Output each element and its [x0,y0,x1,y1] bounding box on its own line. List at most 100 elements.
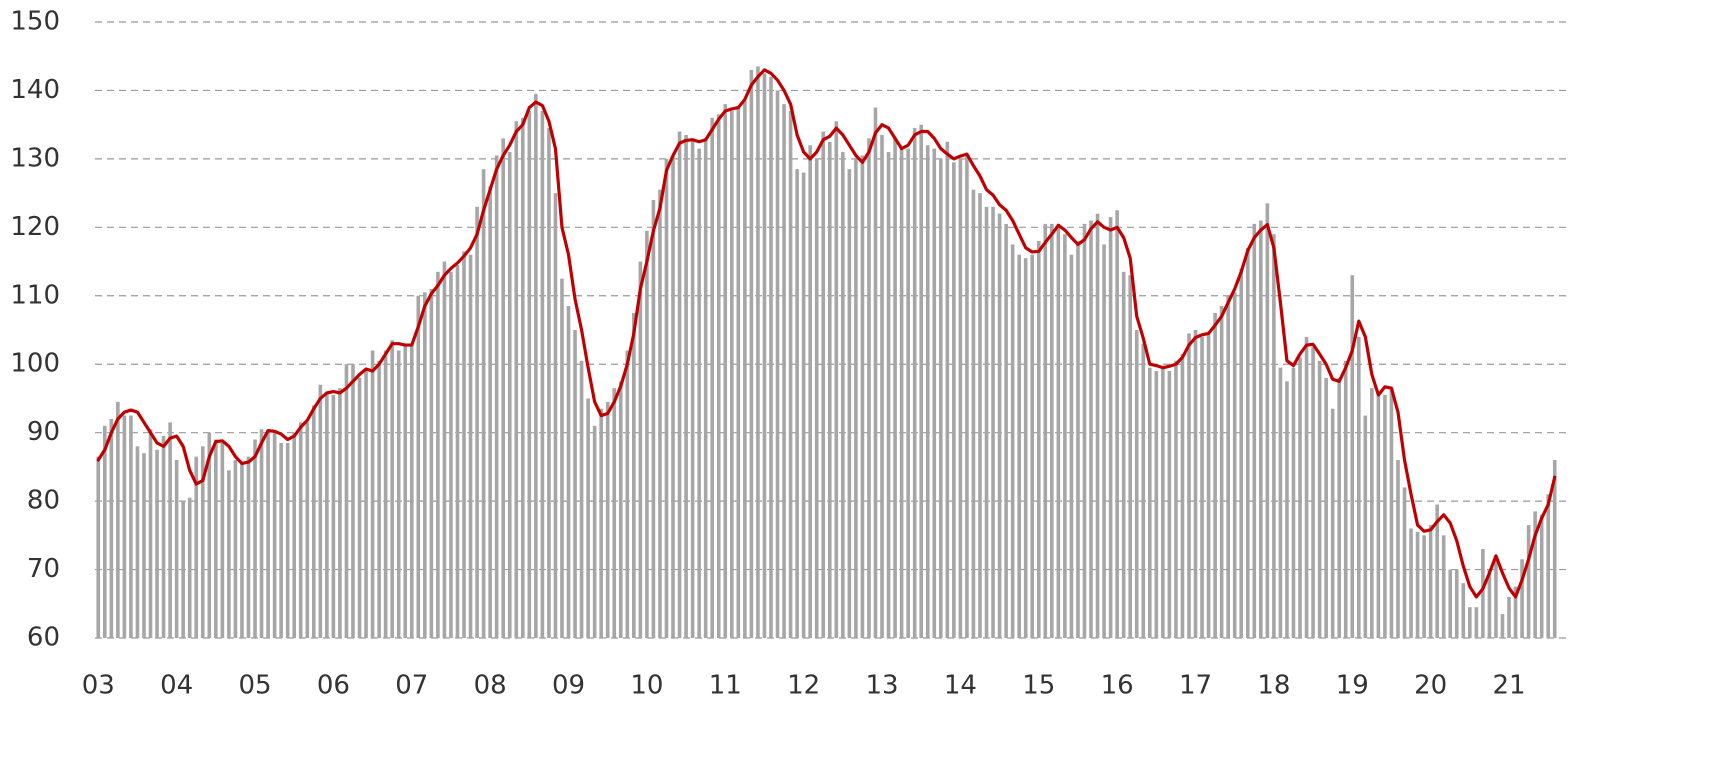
bar [1383,395,1387,638]
bar [958,158,963,638]
bar [1513,586,1518,638]
bar [938,158,943,638]
bar [912,128,917,639]
y-tick-label: 140 [10,75,60,105]
bar [814,158,819,638]
bar [181,501,185,638]
bar [671,155,675,638]
bar [1095,213,1100,638]
bar [729,110,734,638]
bar [266,429,270,638]
bar [651,199,656,638]
bar [599,408,603,638]
bar [1023,258,1028,638]
bar [227,470,231,638]
bar [233,460,238,638]
bar [468,254,473,638]
bar [214,439,218,638]
bar [978,193,982,638]
bar [1396,460,1400,638]
bars [96,66,1557,639]
bar [716,114,721,638]
x-tick-label: 07 [395,671,428,701]
lines [96,68,1557,599]
bar [1193,330,1198,638]
bar [527,110,532,638]
bar [220,442,225,638]
bar [187,497,192,638]
bar [553,193,558,638]
bar [429,288,434,638]
bar [298,422,303,638]
bar [932,148,937,638]
bar [834,121,839,638]
bar [1376,391,1381,638]
bar [1363,415,1368,638]
x-tick-label: 19 [1336,671,1369,701]
bar [762,73,767,639]
bar [965,155,969,638]
bar [305,422,310,638]
x-tick-label: 21 [1492,671,1525,701]
bar [893,138,897,638]
bar [207,432,212,638]
bar [997,213,1002,638]
x-tick-label: 09 [552,671,585,701]
bar [1134,330,1139,638]
bar [1350,275,1355,638]
bar [684,134,688,638]
bar [1435,504,1439,638]
bar [925,145,930,638]
bar [488,186,492,638]
bar [1226,295,1230,638]
bar [122,415,127,638]
x-tick-label: 14 [944,671,977,701]
bar [285,442,290,638]
bar [1539,514,1544,638]
bar [318,384,323,638]
bar [540,110,545,638]
bar [200,446,205,638]
bar [1526,525,1531,638]
bar [1076,241,1080,638]
bar [494,155,499,638]
bar [1304,336,1309,638]
bar [1474,607,1479,638]
bar [854,158,858,638]
bar [658,189,662,638]
bar [710,117,715,639]
bar [743,100,747,638]
bar [338,388,342,638]
x-tick-label: 12 [787,671,820,701]
bar [442,261,447,638]
bar [1461,583,1466,638]
bar [919,124,924,638]
bar [880,134,884,638]
bar [1069,254,1074,638]
bar [377,360,381,638]
x-tick-label: 03 [82,671,115,701]
bar [579,360,584,638]
bar [383,350,388,638]
bar [1180,353,1185,638]
bar [311,405,316,638]
bar [952,162,956,639]
bar [174,460,179,638]
bar [436,271,440,638]
bar [135,446,140,638]
x-tick-label: 18 [1257,671,1290,701]
bar [1330,408,1335,638]
bar [827,141,832,638]
bar [645,230,649,638]
y-tick-label: 120 [10,212,60,242]
bar [1356,336,1361,638]
bar [1089,220,1093,638]
bar [1043,223,1048,638]
bar [801,172,806,639]
bar [1121,271,1126,638]
bar [945,141,950,638]
bar [1265,203,1270,638]
bar [1063,234,1067,638]
